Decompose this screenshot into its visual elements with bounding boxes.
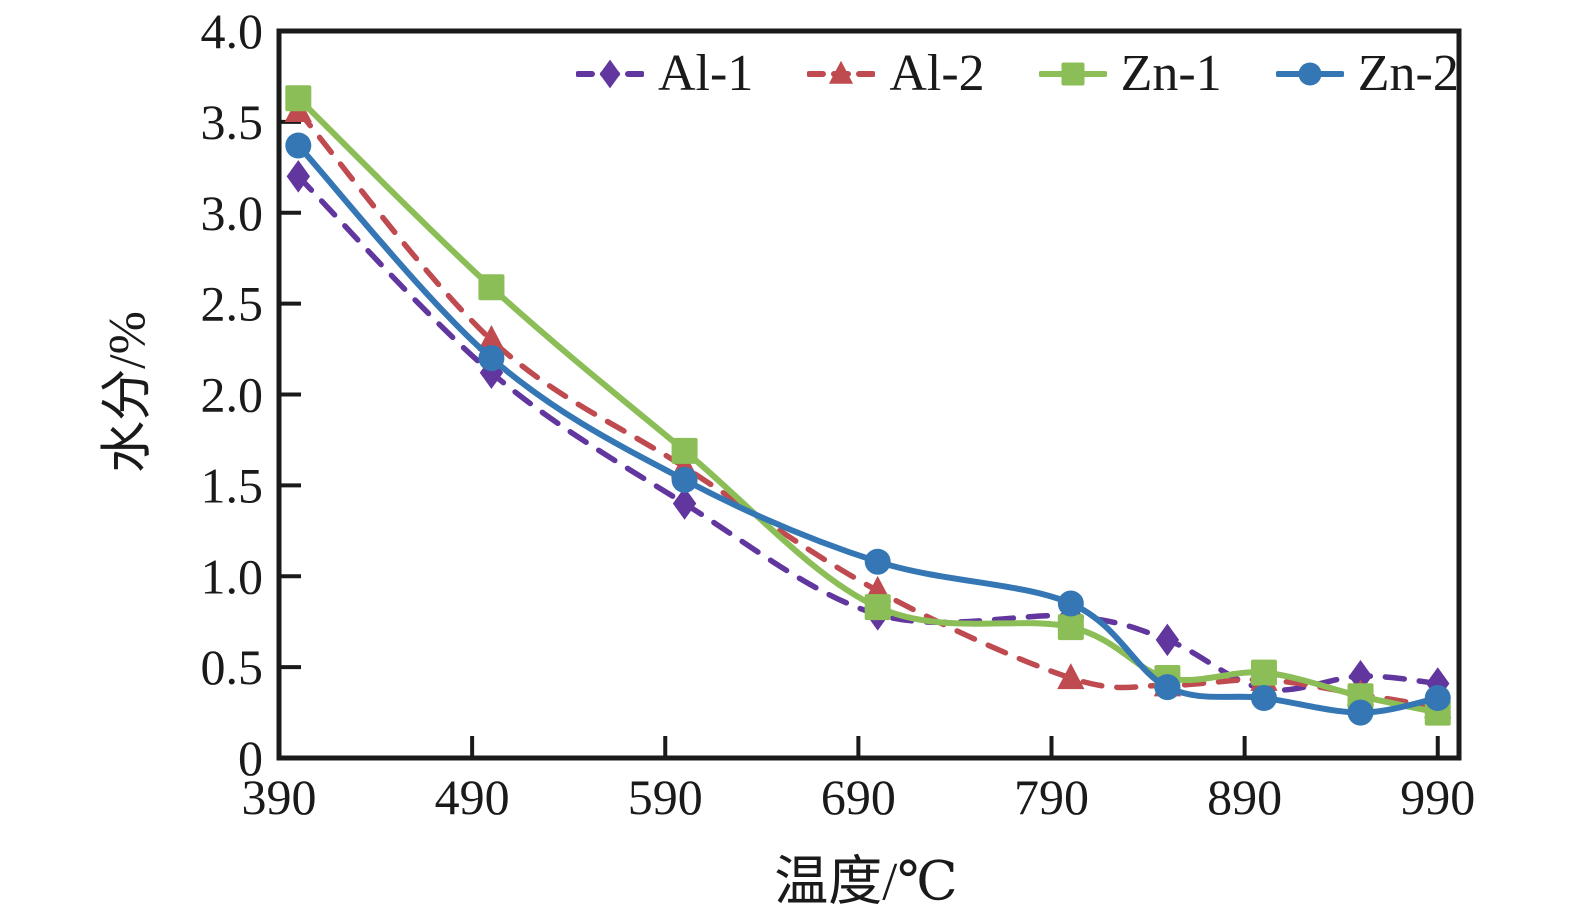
y-tick-label: 1.5 [201,457,264,513]
marker-Zn-2-800 [1057,590,1084,617]
marker-Al-2-500 [477,325,506,352]
marker-Zn-2-900 [1250,685,1277,712]
legend-label-zn-2: Zn-2 [1357,45,1459,102]
y-tick-label: 3.5 [201,94,264,150]
marker-Zn-2-500 [478,345,505,372]
y-tick-label: 2.5 [201,276,264,332]
marker-Zn-2-700 [864,548,891,575]
legend-swatch-zn-2 [1275,62,1344,86]
marker-Zn-2-990 [1424,685,1451,712]
x-tick-label: 990 [1400,769,1475,825]
legend-marker-circle-icon [1298,62,1322,86]
y-tick-label: 1.0 [201,548,264,604]
y-tick-label: 4.0 [201,3,264,59]
legend-item-al-1: Al-1 [576,48,753,100]
legend-swatch-al-2 [807,60,876,84]
marker-Zn-1-900 [1250,659,1277,686]
marker-Zn-1-700 [864,594,891,621]
marker-Zn-1-600 [671,437,698,464]
marker-Al-1-600 [672,487,697,520]
x-axis-title: 温度/℃ [774,851,958,912]
x-tick-label: 490 [435,769,510,825]
x-tick-label: 390 [242,769,317,825]
marker-Al-1-400 [286,160,311,193]
legend-swatch-zn-1 [1038,62,1107,86]
legend-item-zn-1: Zn-1 [1038,45,1222,102]
x-tick-label: 890 [1207,769,1282,825]
series-Al-1 [286,160,1450,706]
y-tick-label: 3.0 [201,185,264,241]
y-tick-label: 0 [238,730,263,786]
marker-Zn-1-400 [285,85,312,112]
marker-Zn-2-950 [1347,699,1374,726]
y-tick-label: 2.0 [201,367,264,423]
legend-marker-triangle-icon [829,60,854,84]
series-Zn-2 [285,132,1451,726]
marker-Zn-2-600 [671,466,698,493]
series-line-Zn-2 [295,142,1441,716]
legend-item-zn-2: Zn-2 [1275,45,1459,102]
legend-swatch-al-1 [576,59,644,89]
legend-label-zn-1: Zn-1 [1120,45,1222,102]
series-Zn-1 [285,85,1451,726]
x-tick-label: 690 [821,769,896,825]
series-line-Al-2 [295,108,1441,710]
y-tick-label: 0.5 [201,639,264,695]
legend-marker-diamond-icon [599,59,621,89]
marker-Al-2-800 [1057,663,1085,690]
legend-label-al-1: Al-1 [658,45,754,102]
marker-Zn-1-500 [478,274,505,301]
x-tick-label: 590 [628,769,703,825]
marker-Zn-1-800 [1057,614,1084,641]
legend-label-al-2: Al-2 [889,45,985,102]
marker-Zn-2-850 [1154,674,1181,701]
series-line-Zn-1 [295,95,1441,716]
plot-frame [276,28,1462,761]
series-Al-2 [284,96,1452,719]
x-tick-label: 790 [1014,769,1089,825]
chart-legend: Al-1 Al-2 Zn-1 Zn-2 [576,48,1459,100]
legend-item-al-2: Al-2 [807,45,985,102]
marker-Zn-2-400 [285,132,312,159]
marker-Al-1-850 [1155,623,1180,657]
legend-marker-square-icon [1061,62,1085,86]
y-axis-title: 水分/% [99,311,157,473]
